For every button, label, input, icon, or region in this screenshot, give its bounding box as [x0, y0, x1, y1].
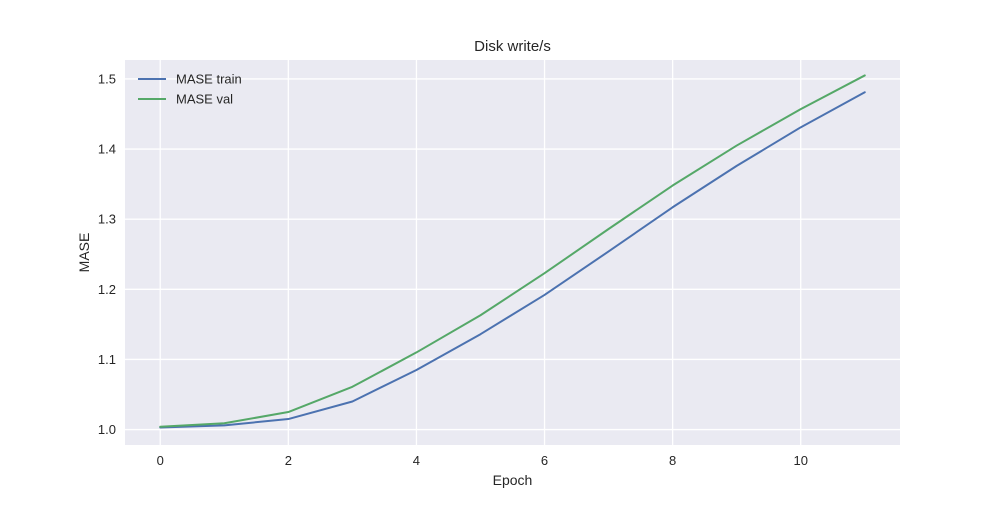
x-tick-label: 0: [157, 453, 164, 468]
grid-lines: [125, 60, 900, 445]
x-tick-label: 4: [413, 453, 420, 468]
x-tick-label: 8: [669, 453, 676, 468]
series-line-mase-train: [159, 91, 866, 429]
legend-label: MASE train: [176, 72, 242, 87]
x-tick-label: 6: [541, 453, 548, 468]
tick-labels: 0 2 4 6 8 10 1.0 1.1 1.2 1.3 1.4 1.5: [98, 71, 808, 468]
legend: MASE train MASE val: [138, 72, 242, 107]
chart-title: Disk write/s: [474, 38, 551, 55]
x-tick-label: 10: [793, 453, 807, 468]
x-axis-label: Epoch: [493, 472, 533, 488]
y-tick-label: 1.1: [98, 352, 116, 367]
y-tick-label: 1.0: [98, 422, 116, 437]
plot-area: [125, 60, 900, 445]
legend-label: MASE val: [176, 92, 233, 107]
y-tick-label: 1.2: [98, 282, 116, 297]
series-line-mase-val: [159, 74, 866, 428]
y-tick-label: 1.4: [98, 142, 116, 157]
x-tick-label: 2: [285, 453, 292, 468]
series-lines: [159, 74, 866, 429]
y-axis-label: MASE: [76, 233, 92, 273]
y-tick-label: 1.3: [98, 212, 116, 227]
y-tick-label: 1.5: [98, 71, 116, 86]
